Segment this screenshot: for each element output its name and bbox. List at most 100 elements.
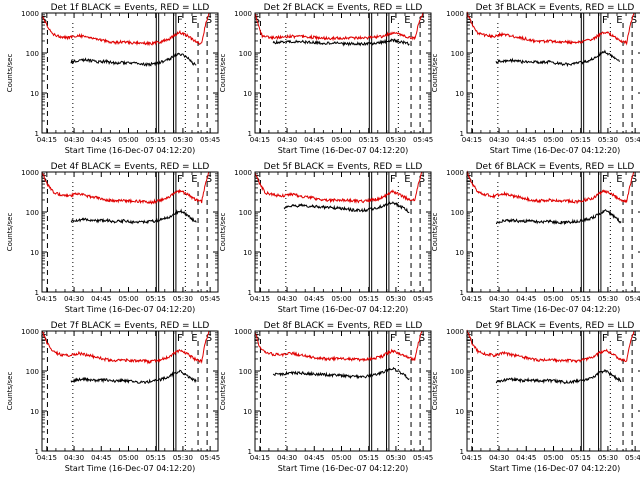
x-tick-label: 05:30 [386, 295, 406, 303]
annotation-s: S [466, 174, 472, 185]
x-tick-label: 04:30 [277, 454, 297, 462]
x-tick-label: 05:30 [386, 454, 406, 462]
x-tick-label: 05:15 [146, 295, 166, 303]
y-tick-label: 1000 [234, 328, 252, 336]
panel-title: Det 4f BLACK = Events, RED = LLD [51, 162, 210, 172]
lld-series-line [254, 330, 423, 363]
x-tick-label: 04:45 [91, 454, 111, 462]
x-tick-label: 04:30 [64, 136, 84, 144]
x-tick-label: 04:15 [462, 136, 482, 144]
y-axis-label: Counts/sec [219, 372, 227, 411]
panel-title: Det 3f BLACK = Events, RED = LLD [476, 3, 635, 13]
x-tick-label: 05:45 [413, 136, 433, 144]
x-tick-label: 04:15 [462, 295, 482, 303]
x-tick-label: 04:30 [277, 295, 297, 303]
x-tick-label: 05:00 [331, 295, 351, 303]
events-series-line [283, 200, 410, 214]
lld-series-line [466, 329, 635, 364]
annotation-f: F [602, 333, 608, 344]
y-axis-label: Counts/sec [431, 372, 439, 411]
x-tick-label: 05:45 [200, 454, 220, 462]
annotation-f: F [602, 174, 608, 185]
events-series-line [272, 366, 410, 381]
x-axis-label: Start Time (16-Dec-07 04:12:20) [65, 464, 196, 473]
y-tick-label: 100 [239, 368, 252, 376]
x-tick-label: 04:30 [489, 136, 509, 144]
y-tick-label: 100 [451, 368, 464, 376]
annotation-s: S [206, 174, 212, 185]
annotation-s: S [419, 15, 425, 26]
panel-det-2: Det 2f BLACK = Events, RED = LLD Counts/s… [219, 3, 433, 155]
y-tick-label: 1000 [21, 10, 39, 18]
x-tick-label: 04:45 [304, 295, 324, 303]
annotation-s: S [466, 15, 472, 26]
y-axis-label: Counts/sec [431, 54, 439, 93]
panel-det-8: Det 8f BLACK = Events, RED = LLD Counts/s… [219, 321, 433, 473]
x-tick-label: 05:00 [543, 295, 563, 303]
plot-frame [254, 330, 432, 452]
x-tick-label: 04:15 [250, 295, 270, 303]
x-axis-label: Start Time (16-Dec-07 04:12:20) [278, 146, 409, 155]
y-tick-label: 1 [35, 448, 39, 456]
x-tick-label: 04:30 [277, 136, 297, 144]
panel-det-1: Det 1f BLACK = Events, RED = LLD Counts/s… [6, 3, 220, 155]
y-tick-label: 10 [30, 90, 39, 98]
lld-series-line [466, 170, 635, 205]
x-tick-label: 05:15 [359, 136, 379, 144]
panel-det-6: Det 6f BLACK = Events, RED = LLD Counts/s… [431, 162, 640, 314]
x-tick-label: 04:15 [37, 454, 57, 462]
y-axis-label: Counts/sec [6, 213, 14, 252]
events-series-line [495, 208, 622, 226]
plot-frame [41, 12, 219, 134]
y-tick-label: 100 [239, 209, 252, 217]
x-tick-label: 05:15 [359, 295, 379, 303]
x-tick-label: 04:15 [462, 454, 482, 462]
plot-frame [41, 171, 219, 293]
plot-frame [254, 171, 432, 293]
x-tick-label: 04:15 [250, 454, 270, 462]
annotation-f: F [177, 15, 183, 26]
annotation-s: S [41, 333, 47, 344]
x-tick-label: 04:45 [91, 295, 111, 303]
y-tick-label: 1000 [234, 10, 252, 18]
x-tick-label: 04:45 [91, 136, 111, 144]
annotation-e: E [404, 174, 410, 185]
panel-title: Det 8f BLACK = Events, RED = LLD [264, 321, 423, 331]
x-tick-label: 04:15 [250, 136, 270, 144]
annotation-s: S [631, 15, 637, 26]
x-tick-label: 05:00 [543, 454, 563, 462]
panel-title: Det 6f BLACK = Events, RED = LLD [476, 162, 635, 172]
y-tick-label: 1000 [446, 10, 464, 18]
x-tick-label: 04:45 [516, 295, 536, 303]
x-tick-label: 05:45 [625, 295, 640, 303]
lld-series-line [41, 330, 210, 365]
y-tick-label: 1 [460, 289, 464, 297]
x-tick-label: 05:30 [598, 295, 618, 303]
plot-frame [466, 12, 640, 134]
x-axis-label: Start Time (16-Dec-07 04:12:20) [278, 305, 409, 314]
panel-title: Det 7f BLACK = Events, RED = LLD [51, 321, 210, 331]
lld-series-line [254, 12, 424, 42]
panel-det-7: Det 7f BLACK = Events, RED = LLD Counts/s… [6, 321, 220, 473]
annotation-e: E [191, 333, 197, 344]
y-axis-label: Counts/sec [219, 213, 227, 252]
annotation-s: S [206, 333, 212, 344]
events-series-line [70, 369, 197, 384]
lld-series-line [466, 11, 635, 46]
annotation-e: E [404, 333, 410, 344]
y-tick-label: 100 [26, 368, 39, 376]
annotation-s: S [631, 174, 637, 185]
y-tick-label: 100 [26, 209, 39, 217]
x-tick-label: 05:00 [118, 295, 138, 303]
y-tick-label: 1 [248, 289, 252, 297]
x-tick-label: 05:45 [625, 454, 640, 462]
y-axis-label: Counts/sec [6, 54, 14, 93]
annotation-f: F [390, 174, 396, 185]
panel-det-5: Det 5f BLACK = Events, RED = LLD Counts/s… [219, 162, 433, 314]
x-axis-label: Start Time (16-Dec-07 04:12:20) [65, 305, 196, 314]
x-tick-label: 05:45 [200, 136, 220, 144]
x-axis-label: Start Time (16-Dec-07 04:12:20) [65, 146, 196, 155]
y-axis-label: Counts/sec [431, 213, 439, 252]
annotation-s: S [419, 174, 425, 185]
